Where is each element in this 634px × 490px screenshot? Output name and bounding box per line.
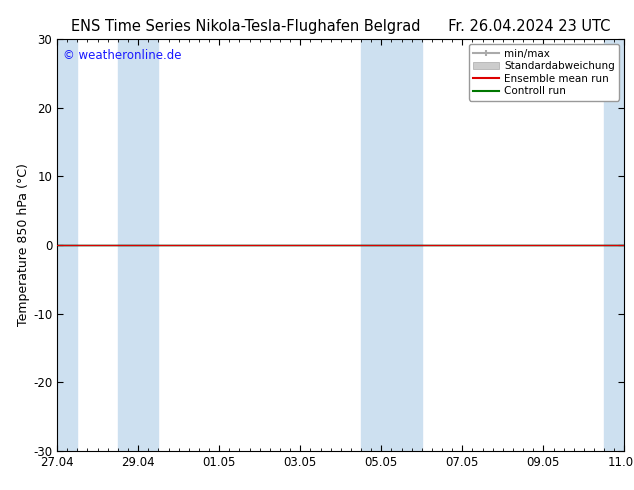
Bar <box>57 39 77 451</box>
Bar <box>604 39 624 451</box>
Y-axis label: Temperature 850 hPa (°C): Temperature 850 hPa (°C) <box>17 164 30 326</box>
Text: © weatheronline.de: © weatheronline.de <box>63 49 181 63</box>
Bar <box>361 39 401 451</box>
Legend: min/max, Standardabweichung, Ensemble mean run, Controll run: min/max, Standardabweichung, Ensemble me… <box>469 45 619 100</box>
Bar <box>118 39 158 451</box>
Title: ENS Time Series Nikola-Tesla-Flughafen Belgrad      Fr. 26.04.2024 23 UTC: ENS Time Series Nikola-Tesla-Flughafen B… <box>71 19 611 34</box>
Bar <box>401 39 422 451</box>
